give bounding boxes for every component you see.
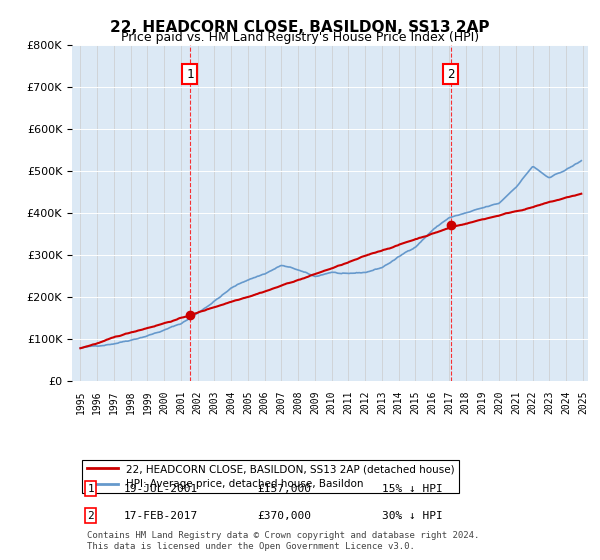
Text: 2: 2: [88, 511, 94, 521]
Text: Contains HM Land Registry data © Crown copyright and database right 2024.
This d: Contains HM Land Registry data © Crown c…: [88, 531, 480, 551]
Text: 30% ↓ HPI: 30% ↓ HPI: [382, 511, 442, 521]
Text: 1: 1: [186, 68, 194, 81]
Text: 15% ↓ HPI: 15% ↓ HPI: [382, 484, 442, 494]
Text: 19-JUL-2001: 19-JUL-2001: [124, 484, 198, 494]
Text: £157,000: £157,000: [258, 484, 312, 494]
Text: 1: 1: [88, 484, 94, 494]
Legend: 22, HEADCORN CLOSE, BASILDON, SS13 2AP (detached house), HPI: Average price, det: 22, HEADCORN CLOSE, BASILDON, SS13 2AP (…: [82, 460, 459, 493]
Text: 17-FEB-2017: 17-FEB-2017: [124, 511, 198, 521]
Text: 2: 2: [447, 68, 455, 81]
Text: £370,000: £370,000: [258, 511, 312, 521]
Text: Price paid vs. HM Land Registry's House Price Index (HPI): Price paid vs. HM Land Registry's House …: [121, 31, 479, 44]
Text: 22, HEADCORN CLOSE, BASILDON, SS13 2AP: 22, HEADCORN CLOSE, BASILDON, SS13 2AP: [110, 20, 490, 35]
